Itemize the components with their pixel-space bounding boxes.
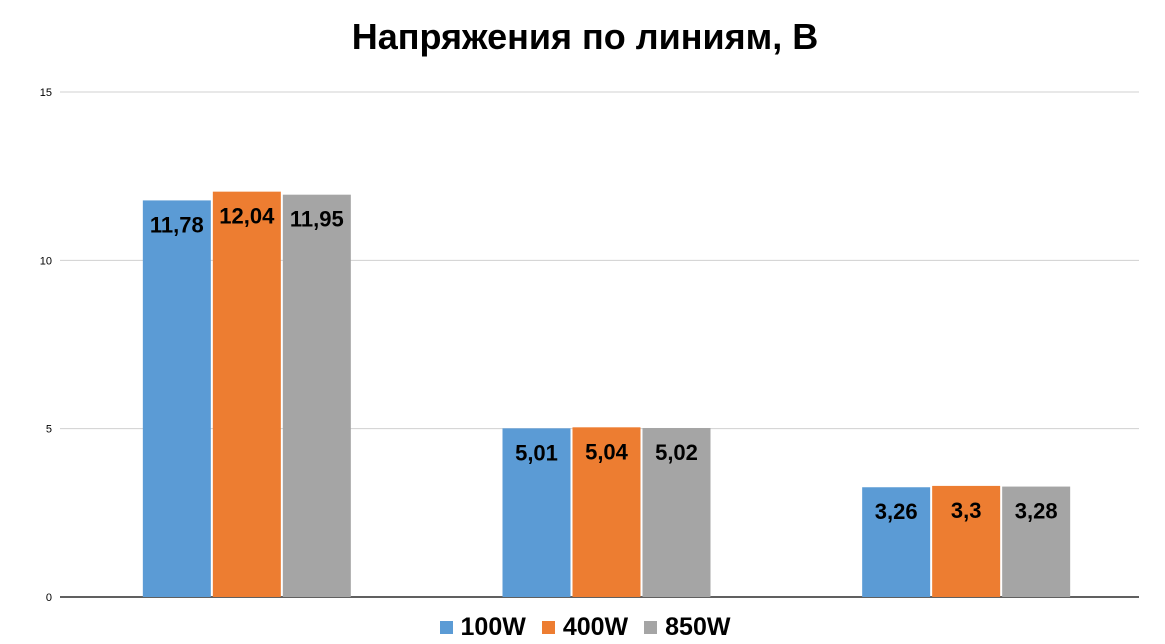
data-label: 5,01 xyxy=(515,440,558,465)
data-labels: 11,78 12,04 11,95 5,01 5,04 5,02 3,26 3,3 3,28 xyxy=(150,204,1058,525)
y-tick-label: 5 xyxy=(46,424,52,436)
bar xyxy=(282,194,351,597)
legend-item: 850W xyxy=(644,613,730,642)
bar xyxy=(212,191,281,598)
legend-label: 100W xyxy=(460,613,526,641)
legend-label: 850W xyxy=(665,613,731,641)
data-label: 3,28 xyxy=(1015,499,1058,524)
data-label: 5,04 xyxy=(585,439,629,464)
bar xyxy=(502,428,571,597)
y-tick-label: 10 xyxy=(40,255,52,267)
legend-swatch xyxy=(541,621,555,634)
data-label: 5,02 xyxy=(655,440,698,465)
bar xyxy=(142,200,211,597)
data-label: 12,04 xyxy=(219,204,275,229)
bar xyxy=(862,487,931,597)
bar xyxy=(572,427,641,597)
legend-swatch xyxy=(644,621,658,634)
data-label: 11,78 xyxy=(150,212,204,237)
bars xyxy=(142,191,1071,598)
y-tick-label: 0 xyxy=(46,592,52,604)
legend-label: 400W xyxy=(562,613,629,641)
data-label: 3,26 xyxy=(875,499,918,524)
bar xyxy=(1002,486,1071,597)
data-label: 11,95 xyxy=(290,207,344,232)
legend-swatch xyxy=(439,621,453,634)
y-axis-tick-labels: 0 5 10 15 xyxy=(40,87,52,604)
legend: 100W 400W 850W xyxy=(0,611,1165,644)
legend-item: 100W xyxy=(439,613,526,642)
bar xyxy=(642,427,711,597)
data-label: 3,3 xyxy=(951,498,982,523)
bar xyxy=(932,485,1001,597)
legend-item: 400W xyxy=(541,613,629,642)
y-tick-label: 15 xyxy=(40,87,52,99)
chart-title: Напряжения по линиям, В xyxy=(351,16,819,57)
